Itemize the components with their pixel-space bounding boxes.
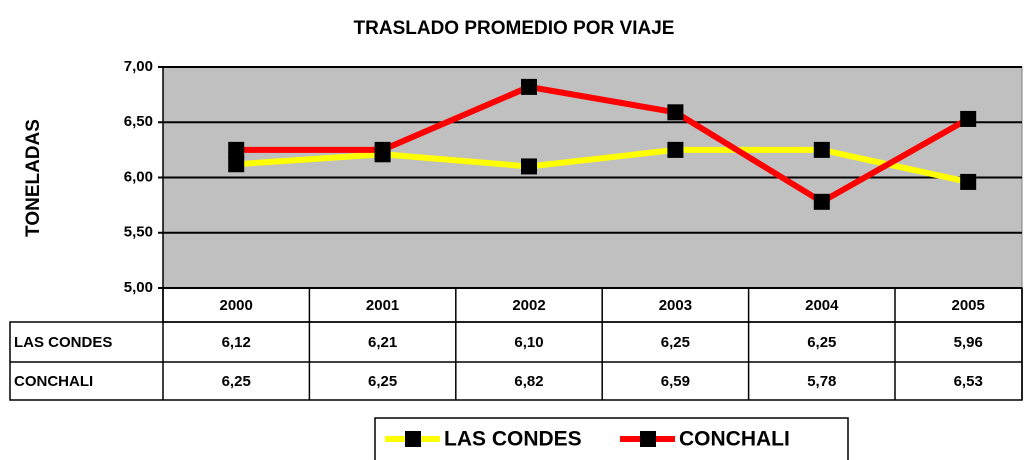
- x-tick-label: 2005: [952, 297, 985, 314]
- marker: [228, 156, 245, 173]
- y-tick-label: 6,00: [124, 168, 153, 185]
- y-axis-title: TONELADAS: [23, 119, 44, 237]
- table-value: 6,10: [514, 334, 543, 351]
- y-tick-label: 5,50: [124, 224, 153, 241]
- table-value: 6,59: [661, 373, 690, 390]
- series-line: [236, 83, 970, 206]
- legend-label: LAS CONDES: [444, 428, 582, 451]
- table-header-row: [162, 287, 1023, 323]
- x-tick-label: 2003: [659, 297, 692, 314]
- marker: [813, 193, 830, 210]
- table-value: 6,53: [954, 373, 983, 390]
- table-value: 6,25: [661, 334, 690, 351]
- chart-title: TRASLADO PROMEDIO POR VIAJE: [354, 18, 675, 39]
- y-tick-label: 6,50: [124, 113, 153, 130]
- table-row-label: CONCHALI: [14, 373, 93, 390]
- y-tick-label: 7,00: [124, 58, 153, 75]
- table-value: 6,25: [222, 373, 251, 390]
- marker: [667, 104, 684, 121]
- marker: [960, 110, 977, 127]
- legend-label: CONCHALI: [679, 428, 790, 451]
- series-line: [235, 146, 969, 185]
- table-value: 6,12: [222, 334, 251, 351]
- marker: [667, 141, 684, 158]
- table-value: 5,78: [807, 373, 836, 390]
- table-value: 6,82: [514, 373, 543, 390]
- table-value: 6,21: [368, 334, 397, 351]
- marker: [374, 141, 391, 158]
- marker: [960, 173, 977, 190]
- table-value: 5,96: [954, 334, 983, 351]
- x-tick-label: 2001: [366, 297, 399, 314]
- marker: [813, 141, 830, 158]
- x-tick-label: 2002: [512, 297, 545, 314]
- legend-marker: [405, 431, 421, 447]
- legend-marker: [640, 431, 656, 447]
- y-tick-label: 5,00: [124, 279, 153, 296]
- table-row-label: LAS CONDES: [14, 334, 112, 351]
- x-tick-label: 2004: [805, 297, 839, 314]
- table-value: 6,25: [368, 373, 397, 390]
- marker: [228, 141, 245, 158]
- marker: [521, 158, 537, 175]
- marker: [521, 78, 537, 95]
- x-tick-label: 2000: [220, 297, 253, 314]
- legend-box: [374, 417, 849, 460]
- table-value: 6,25: [807, 334, 836, 351]
